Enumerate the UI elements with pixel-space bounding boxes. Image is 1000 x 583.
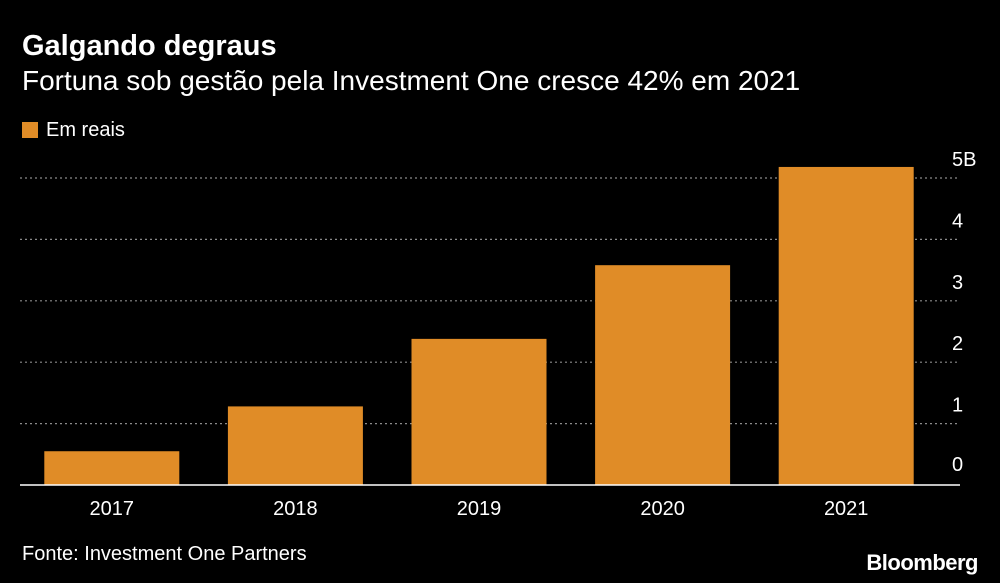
chart-subtitle: Fortuna sob gestão pela Investment One c… [22, 65, 801, 96]
y-tick-label: 5B [952, 149, 976, 171]
bar-2021 [778, 166, 914, 485]
chart-title: Galgando degraus [22, 30, 277, 62]
y-tick-label: 0 [952, 454, 963, 476]
source-note: Fonte: Investment One Partners [22, 543, 307, 565]
legend-swatch [22, 122, 38, 138]
y-axis-ticks: 0 1 2 3 4 5B [952, 149, 976, 476]
y-tick-label: 4 [952, 210, 963, 232]
x-tick-label: 2018 [273, 498, 318, 520]
bar-2018 [227, 406, 363, 485]
bars [44, 166, 914, 485]
x-tick-label: 2020 [640, 498, 685, 520]
bar-2017 [44, 451, 180, 485]
x-tick-label: 2021 [824, 498, 869, 520]
bar-2019 [411, 338, 547, 485]
x-axis-ticks: 2017 2018 2019 2020 2021 [90, 498, 869, 520]
y-tick-label: 1 [952, 395, 963, 417]
legend-label: Em reais [46, 118, 125, 141]
y-tick-label: 3 [952, 272, 963, 294]
bar-2020 [595, 265, 731, 485]
bloomberg-logo: Bloomberg [866, 550, 978, 575]
x-tick-label: 2017 [90, 498, 135, 520]
x-tick-label: 2019 [457, 498, 502, 520]
y-tick-label: 2 [952, 333, 963, 355]
legend: Em reais [22, 118, 125, 142]
